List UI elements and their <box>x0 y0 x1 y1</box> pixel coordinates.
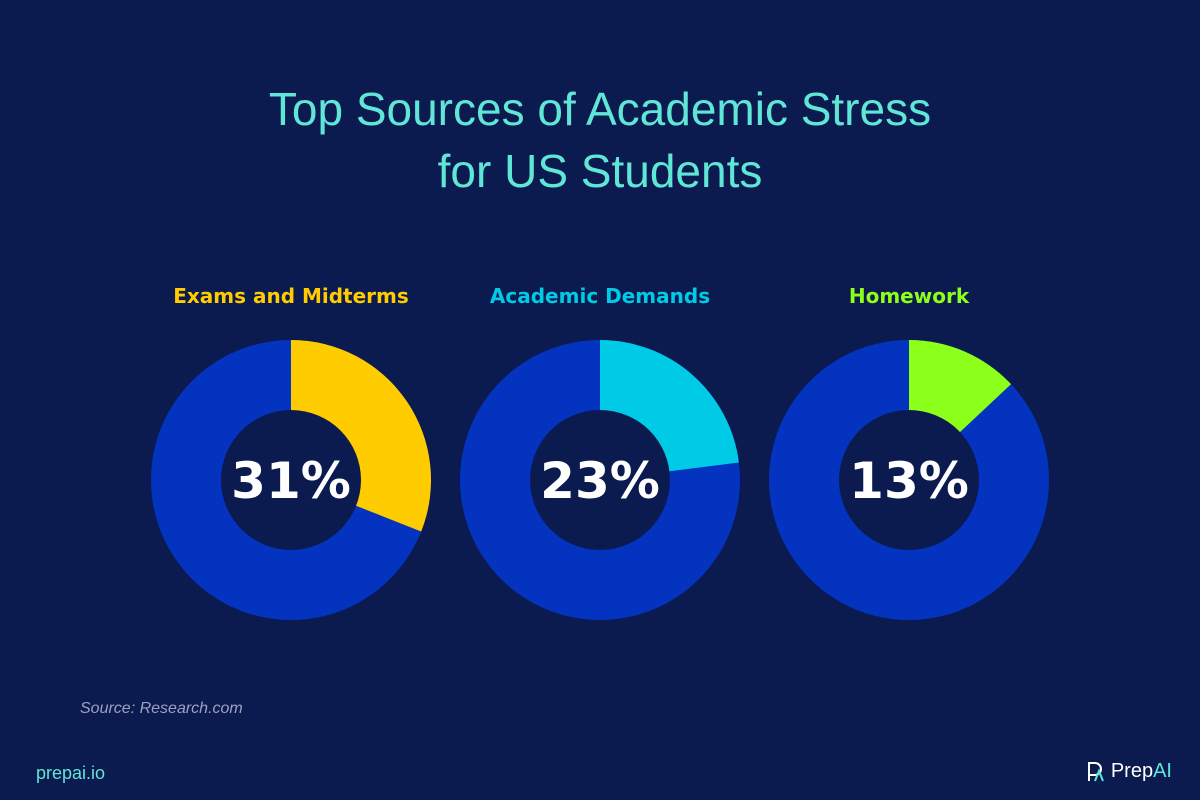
brand-prefix: Prep <box>1110 760 1154 782</box>
donut-value-label: 13% <box>849 452 969 510</box>
site-link[interactable]: prepai.io <box>36 763 106 783</box>
donut-hole <box>839 410 979 550</box>
donut-hole <box>530 410 670 550</box>
source-note: Source: Research.com <box>80 700 243 717</box>
donut-value-label: 23% <box>540 452 660 510</box>
title-line-2: for US Students <box>437 145 763 197</box>
donut-label-homework: Homework <box>848 284 970 308</box>
brand-logo: PrepAI <box>1087 760 1172 783</box>
donut-label-academic: Academic Demands <box>489 284 711 308</box>
chart-title: Top Sources of Academic Stress for US St… <box>0 78 1200 202</box>
donut-hole <box>221 410 361 550</box>
donut-value-label: 31% <box>231 452 351 510</box>
title-line-1: Top Sources of Academic Stress <box>268 83 932 135</box>
donut-label-exams: Exams and Midterms <box>173 284 409 308</box>
prepai-logo-icon <box>1087 761 1104 781</box>
brand-suffix: AI <box>1153 760 1172 782</box>
